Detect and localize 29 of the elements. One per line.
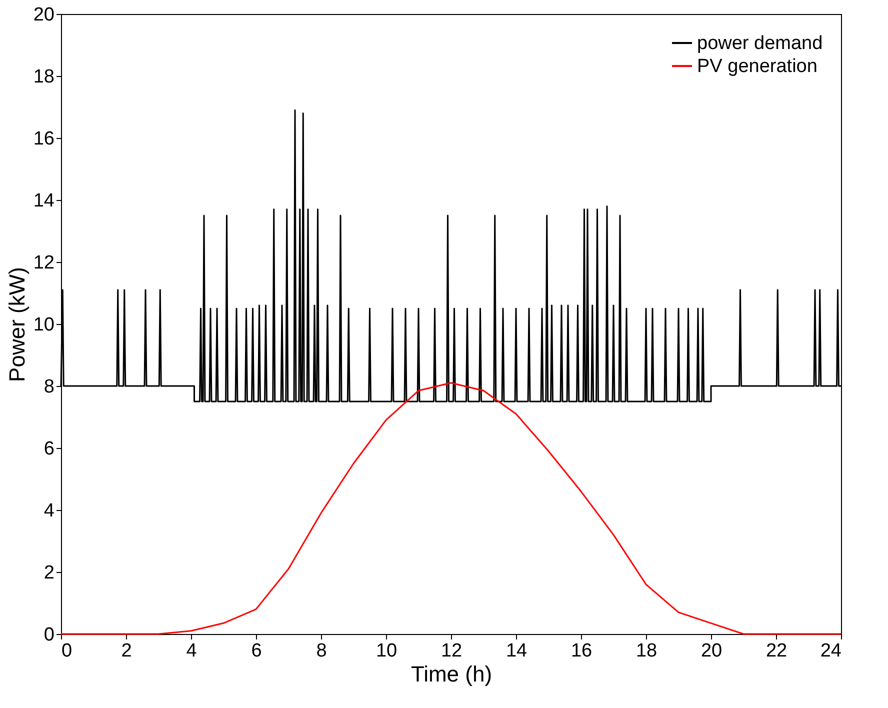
y-tick-label: 0: [44, 624, 54, 646]
y-tick-label: 2: [44, 562, 54, 584]
x-tick-label: 4: [186, 640, 198, 662]
y-tick-label: 10: [33, 314, 54, 336]
y-tick-label: 14: [33, 190, 55, 212]
x-tick-label: 18: [636, 640, 658, 662]
y-tick-label: 8: [44, 376, 54, 398]
x-tick-label: 6: [251, 640, 262, 662]
x-tick-label: 22: [766, 640, 788, 662]
legend-label: power demand: [697, 33, 823, 54]
x-tick-label: 8: [316, 640, 327, 662]
y-tick-label: 12: [33, 252, 54, 274]
y-tick-label: 6: [44, 438, 54, 460]
x-tick-label: 16: [570, 640, 592, 662]
y-tick-label: 20: [33, 4, 54, 26]
x-tick-label: 0: [62, 640, 72, 662]
x-axis-title: Time (h): [410, 662, 492, 686]
y-tick-label: 4: [44, 500, 55, 522]
x-tick-label: 20: [700, 640, 722, 662]
legend-label: PV generation: [697, 56, 818, 77]
x-tick-label: 2: [121, 640, 132, 662]
y-axis-title: Power (kW): [4, 267, 30, 382]
y-tick-label: 16: [33, 128, 54, 150]
x-tick-label: 12: [440, 640, 462, 662]
line-series: [60, 382, 842, 635]
y-tick-label: 18: [33, 66, 54, 88]
x-tick-label: 24: [820, 640, 842, 662]
x-tick-label: 14: [506, 640, 528, 662]
x-tick-label: 10: [376, 640, 398, 662]
